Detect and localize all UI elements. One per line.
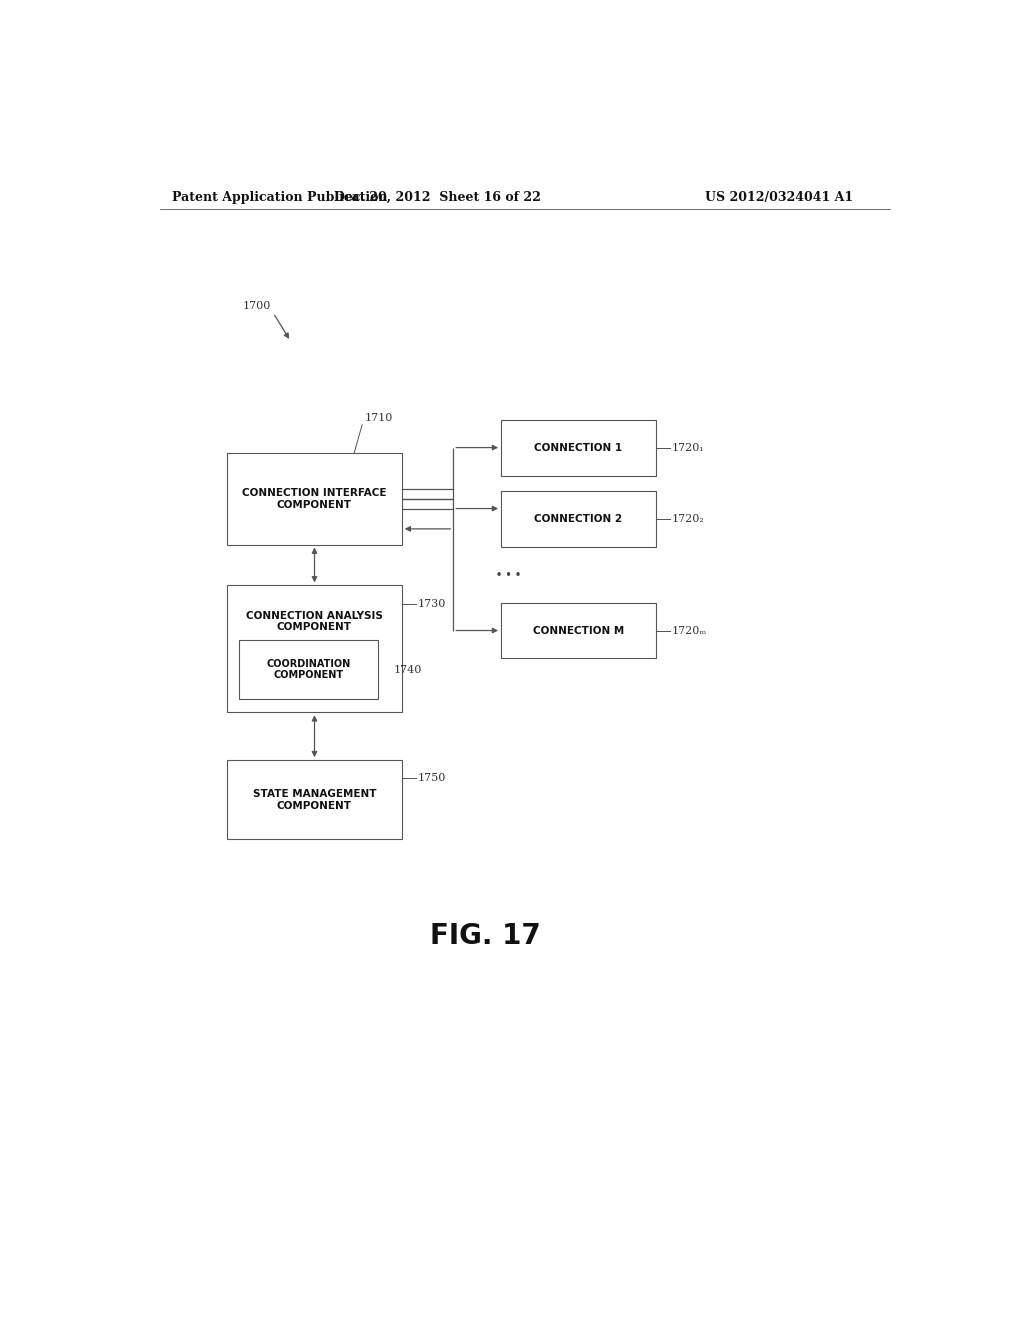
Text: 1710: 1710 xyxy=(365,413,393,422)
Text: Dec. 20, 2012  Sheet 16 of 22: Dec. 20, 2012 Sheet 16 of 22 xyxy=(334,190,541,203)
Text: 1720₁: 1720₁ xyxy=(672,442,705,453)
Text: 1740: 1740 xyxy=(394,665,422,675)
Text: US 2012/0324041 A1: US 2012/0324041 A1 xyxy=(705,190,853,203)
Bar xyxy=(227,585,401,713)
Text: STATE MANAGEMENT
COMPONENT: STATE MANAGEMENT COMPONENT xyxy=(253,789,376,810)
Text: CONNECTION 2: CONNECTION 2 xyxy=(535,513,623,524)
Bar xyxy=(501,602,655,659)
Text: Patent Application Publication: Patent Application Publication xyxy=(172,190,387,203)
Bar xyxy=(240,640,378,700)
Bar xyxy=(227,453,401,545)
Text: • • •: • • • xyxy=(497,570,521,579)
Bar xyxy=(501,420,655,475)
Text: 1750: 1750 xyxy=(418,774,446,783)
Text: CONNECTION INTERFACE
COMPONENT: CONNECTION INTERFACE COMPONENT xyxy=(243,488,387,510)
Text: 1720ₘ: 1720ₘ xyxy=(672,626,707,635)
Text: FIG. 17: FIG. 17 xyxy=(430,921,541,950)
Bar xyxy=(501,491,655,546)
Bar xyxy=(227,760,401,840)
Text: COORDINATION
COMPONENT: COORDINATION COMPONENT xyxy=(266,659,350,680)
Text: CONNECTION M: CONNECTION M xyxy=(532,626,624,635)
Text: 1730: 1730 xyxy=(418,598,446,609)
Text: CONNECTION ANALYSIS
COMPONENT: CONNECTION ANALYSIS COMPONENT xyxy=(246,611,383,632)
Text: 1700: 1700 xyxy=(243,301,271,310)
Text: CONNECTION 1: CONNECTION 1 xyxy=(535,442,623,453)
Text: 1720₂: 1720₂ xyxy=(672,513,705,524)
